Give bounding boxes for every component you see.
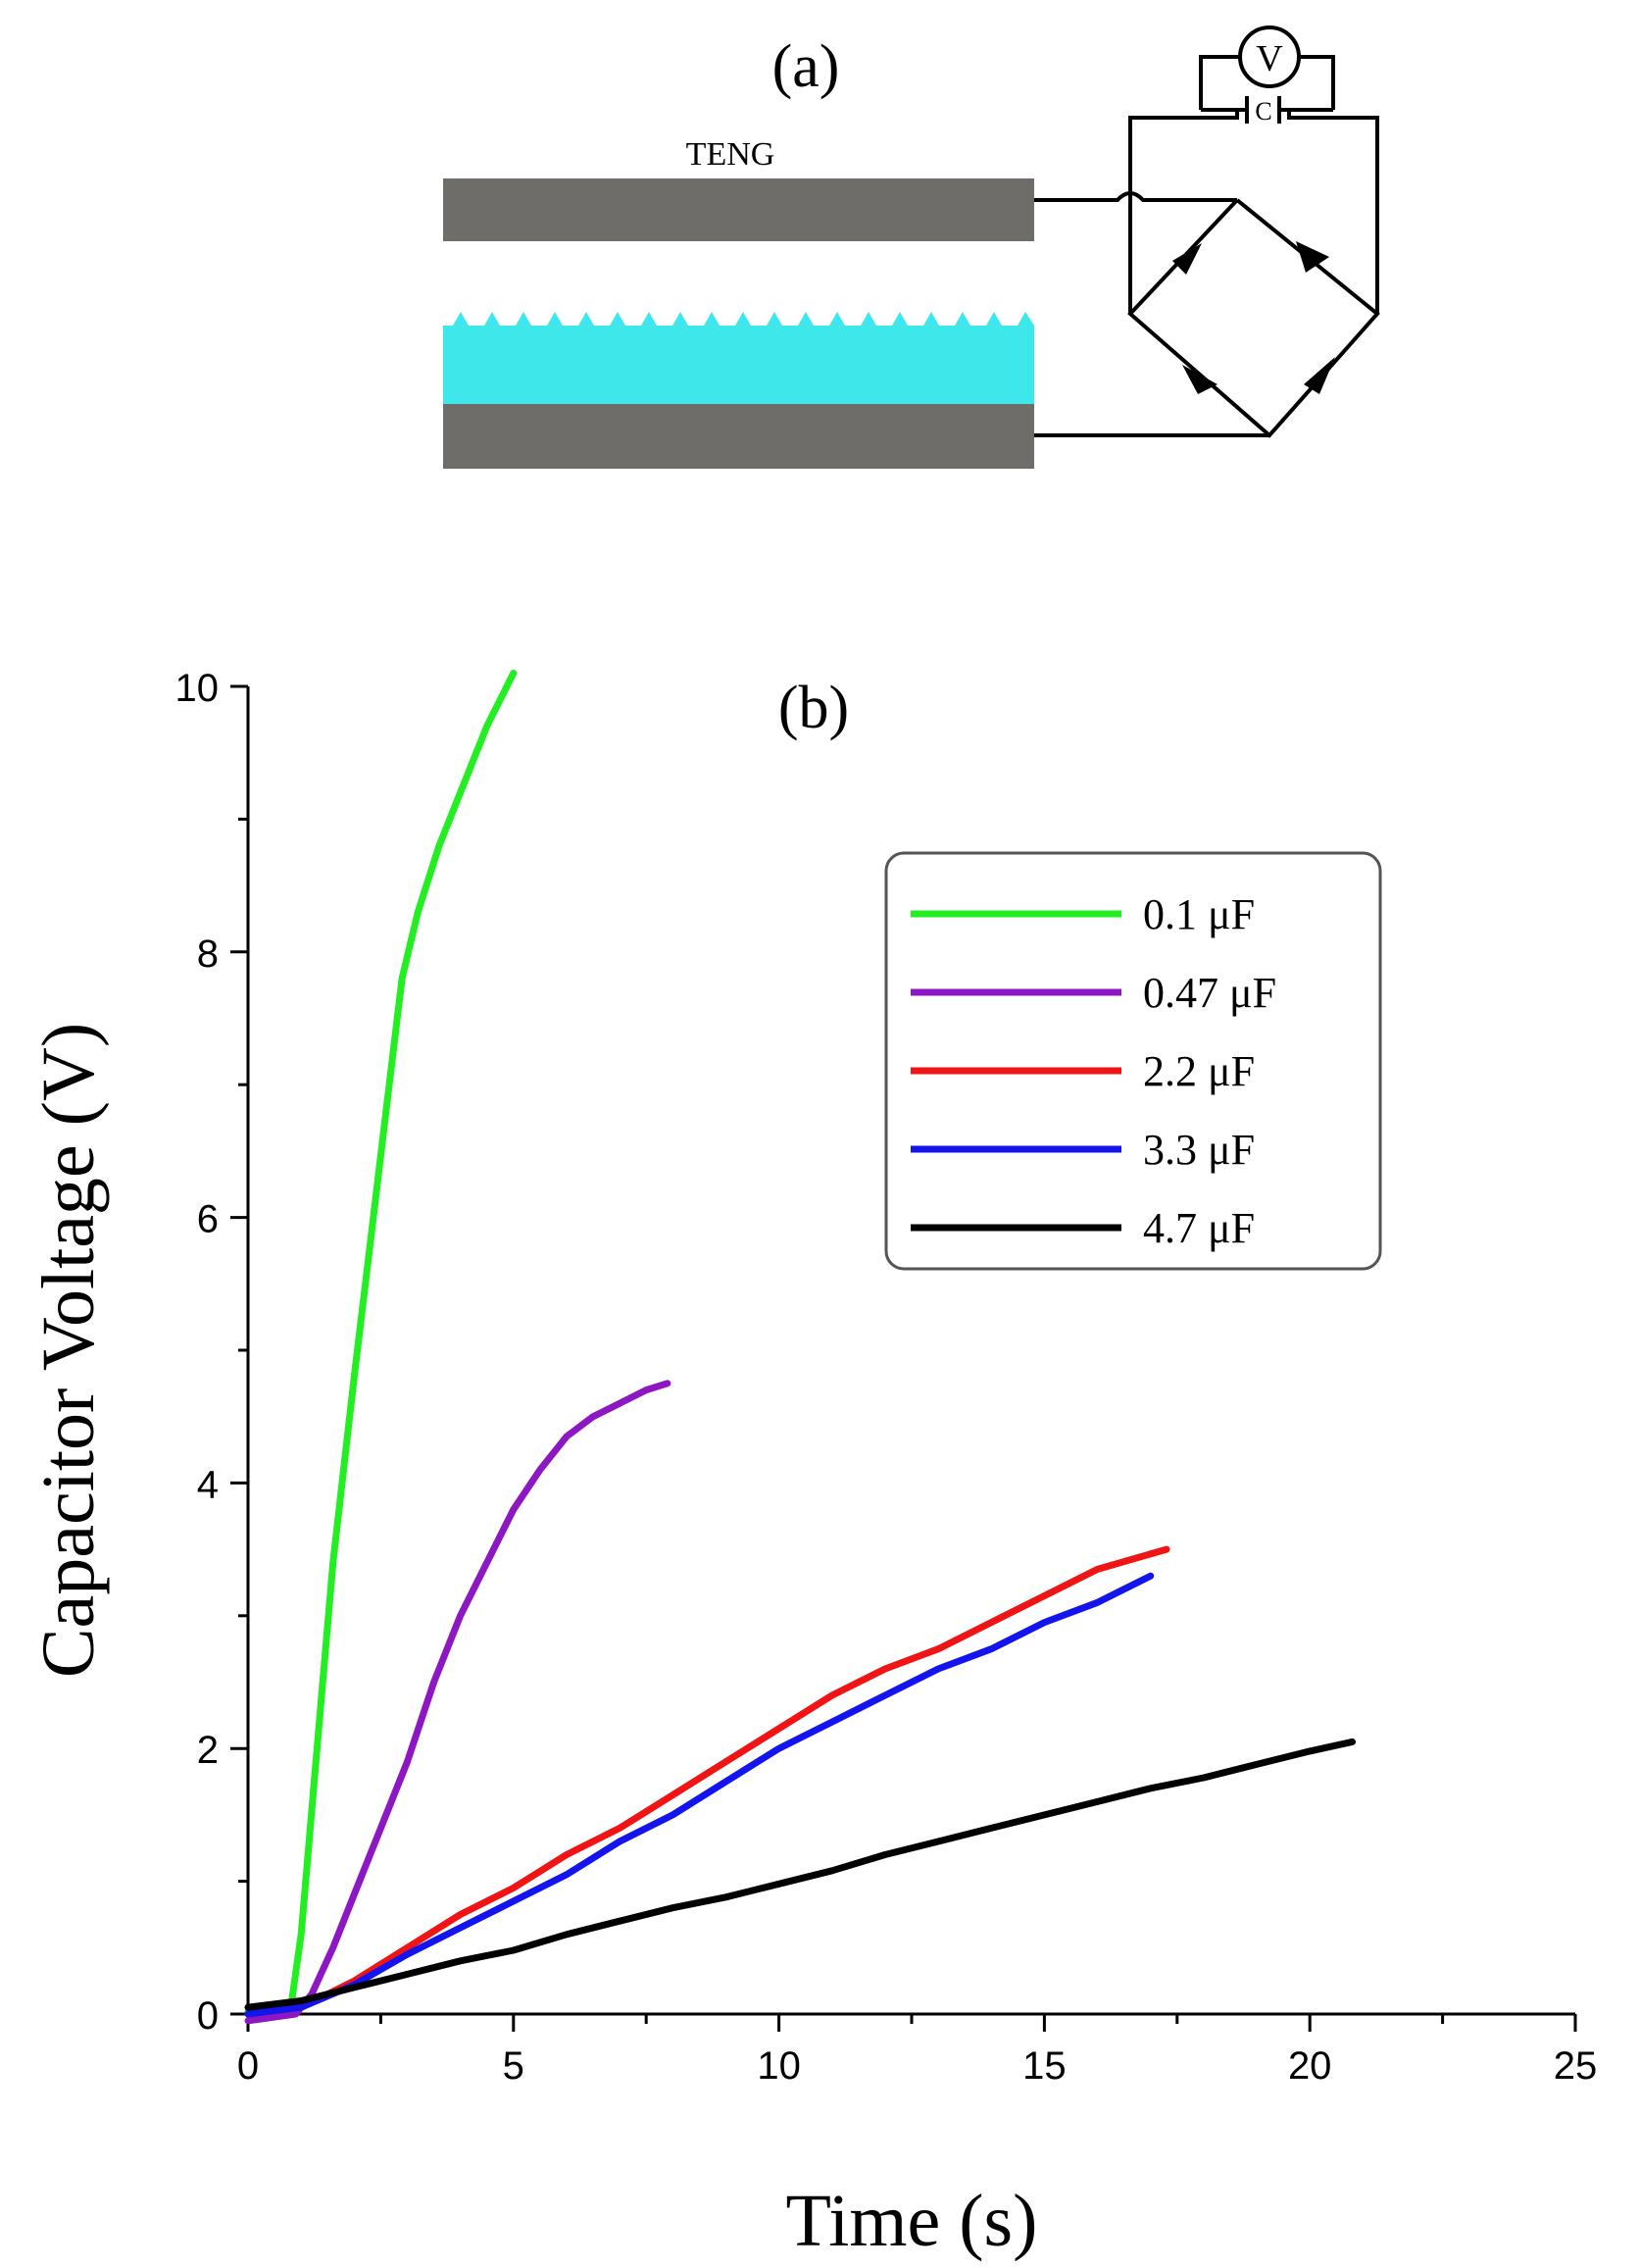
x-tick-label: 25 [1554,2044,1598,2088]
y-tick-label: 8 [197,932,219,976]
capacitor-label: C [1255,97,1271,126]
series-line [244,670,518,2015]
series-line [244,1572,1155,2018]
ticks: 0 2 4 6 8 10 0 5 10 15 20 25 [175,667,1598,2088]
dielectric-layer [443,312,1034,404]
x-tick-label: 5 [503,2044,524,2088]
voltmeter-label: V [1256,38,1283,79]
x-tick-label: 10 [757,2044,801,2088]
series-line [244,1545,1170,2018]
y-tick-label: 6 [197,1198,219,1241]
top-electrode [443,178,1034,241]
y-tick-label: 2 [197,1729,219,1772]
panel-a-schematic: (a) TENG [443,25,1380,469]
legend-label: 0.1 μF [1143,890,1255,938]
legend-label: 2.2 μF [1143,1047,1255,1095]
series-line [244,1380,671,2025]
legend-label: 3.3 μF [1143,1126,1255,1174]
x-axis-label: Time (s) [786,2180,1038,2262]
legend-label: 0.47 μF [1143,969,1276,1017]
teng-label: TENG [686,136,775,173]
voltage-chart: (b) Capacitor Voltage (V) Time (s) 0 2 4 6 8… [27,667,1597,2262]
series-line [244,1738,1356,2011]
diode-icon [1182,365,1218,394]
circuit-wires [1034,55,1380,438]
bottom-electrode [443,404,1034,469]
y-tick-label: 10 [175,667,220,710]
legend-label: 4.7 μF [1143,1204,1255,1252]
x-tick-label: 15 [1022,2044,1067,2088]
legend-box [884,851,1382,1271]
x-tick-label: 20 [1288,2044,1332,2088]
legend: 0.1 μF 0.47 μF 2.2 μF 3.3 μF 4.7 μF [884,851,1382,1271]
diode-icon [1172,243,1202,275]
panel-a-label: (a) [772,33,840,100]
voltmeter-icon [1238,25,1301,88]
y-tick-label: 4 [197,1463,219,1506]
y-axis-label: Capacitor Voltage (V) [27,1023,110,1678]
series-lines [244,670,1356,2025]
x-tick-label: 0 [237,2044,259,2088]
diode-icon [1304,357,1335,394]
panel-b-label: (b) [778,675,849,741]
diode-icon [1296,241,1329,273]
y-tick-label: 0 [197,1994,219,2038]
